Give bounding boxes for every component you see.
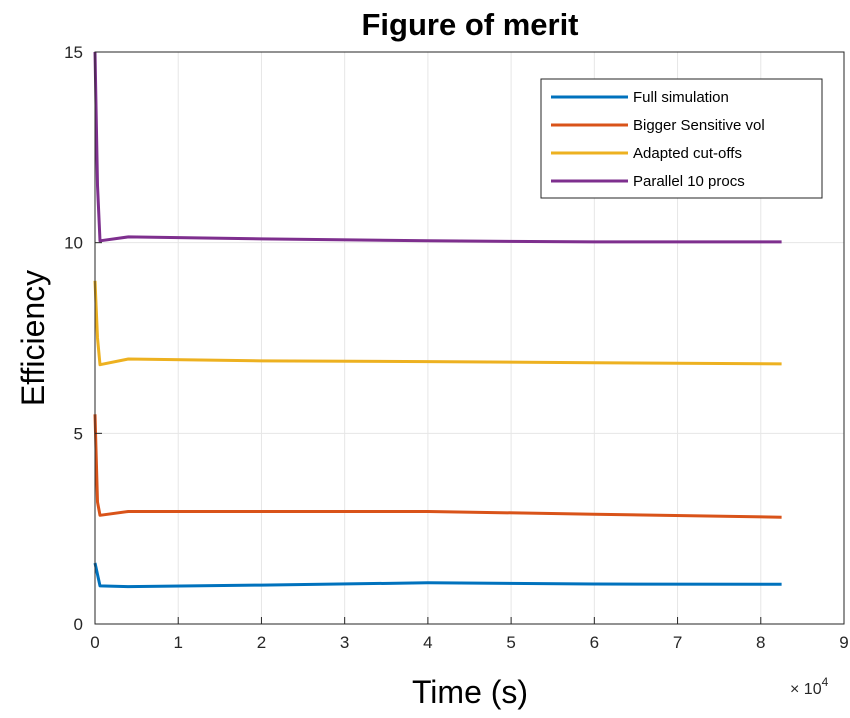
x-tick-label: 8 <box>756 633 765 652</box>
y-tick-label: 15 <box>64 43 83 62</box>
chart-title: Figure of merit <box>361 7 578 42</box>
series-line <box>93 562 782 589</box>
legend-label: Bigger Sensitive vol <box>633 117 765 134</box>
legend-label: Adapted cut-offs <box>633 145 742 162</box>
x-tick-label: 2 <box>257 633 266 652</box>
series-line <box>93 280 782 367</box>
x-tick-label: 0 <box>90 633 99 652</box>
x-tick-label: 7 <box>673 633 682 652</box>
x-axis-exponent: × 104 <box>790 675 829 698</box>
legend: Full simulation Bigger Sensitive vol Adapt… <box>540 78 823 199</box>
x-tick-label: 5 <box>506 633 515 652</box>
y-axis-label: Efficiency <box>15 270 51 406</box>
x-exponent-power: 4 <box>822 675 829 689</box>
y-axis-ticks: 0 5 10 15 <box>64 43 102 634</box>
y-tick-label: 0 <box>74 615 83 634</box>
x-tick-label: 4 <box>423 633 432 652</box>
x-tick-label: 1 <box>173 633 182 652</box>
legend-box <box>540 78 823 199</box>
x-tick-label: 9 <box>839 633 848 652</box>
x-tick-label: 3 <box>340 633 349 652</box>
legend-label: Full simulation <box>633 89 729 106</box>
axes-box <box>94 51 845 625</box>
x-tick-label: 6 <box>590 633 599 652</box>
x-axis-label: Time (s) <box>412 674 528 710</box>
series-line <box>93 414 782 519</box>
y-tick-label: 5 <box>74 424 83 443</box>
series-lines <box>93 51 782 589</box>
x-exponent-base: × 10 <box>790 681 822 698</box>
legend-label: Parallel 10 procs <box>633 173 745 190</box>
series-line <box>93 51 782 244</box>
y-tick-label: 10 <box>64 234 83 253</box>
x-axis-ticks: 0 1 2 3 4 5 6 7 8 9 <box>90 617 849 652</box>
